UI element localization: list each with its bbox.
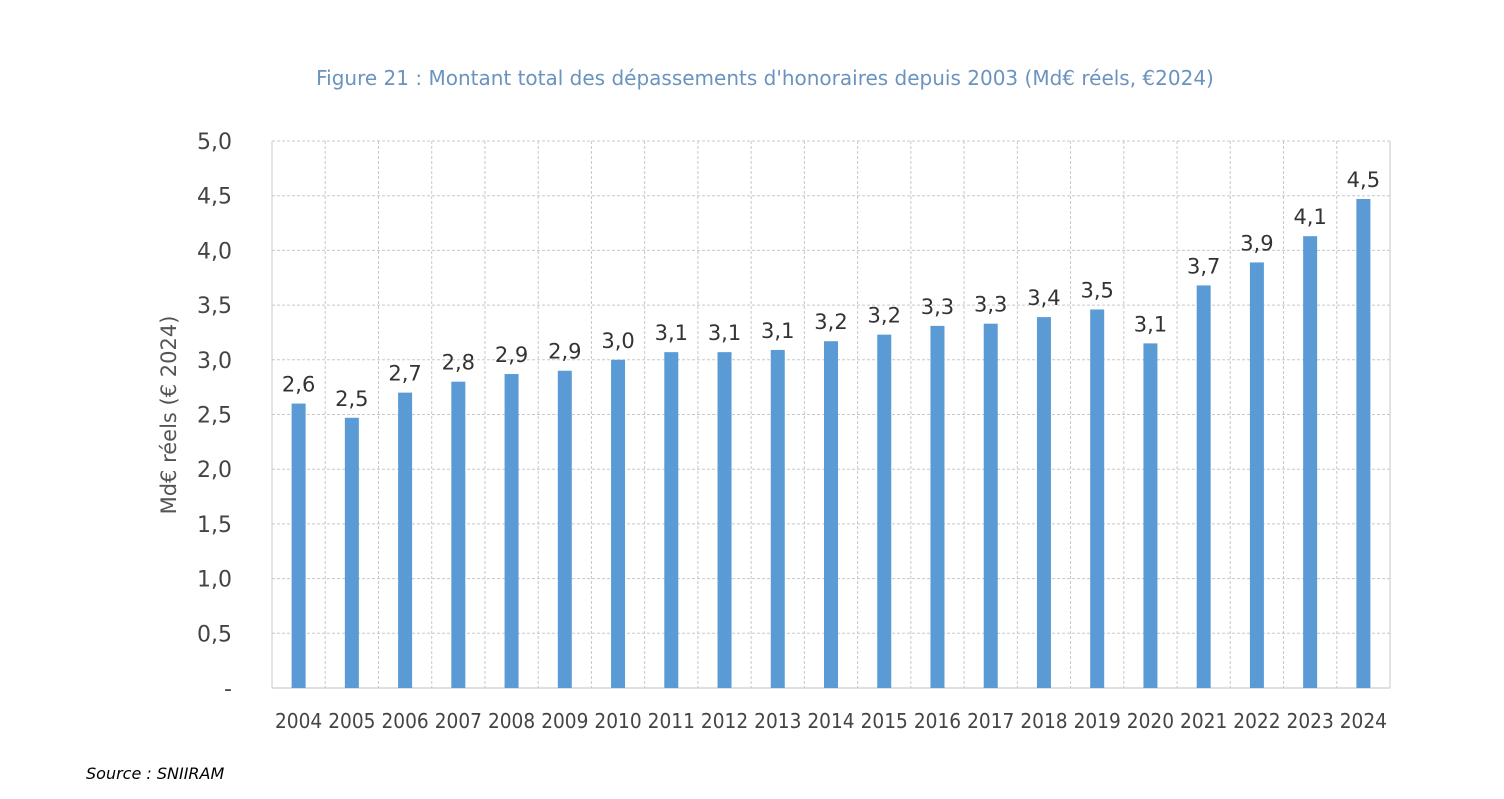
data-labels: 2,6 2,5 2,7 2,8 2,9 2,9 3,0 3,1 3,1 3,1 3,2 3,2 3,3 3… (282, 168, 1380, 411)
x-tick-label-2013: 2013 (754, 709, 801, 733)
bar-2006 (398, 392, 413, 688)
bar-2016 (930, 325, 945, 688)
bar-chart: -0,51,01,52,02,53,03,54,04,55,0 2,62,52,… (157, 130, 1391, 733)
data-label-2019: 3,5 (1080, 278, 1113, 302)
x-tick-label-2023: 2023 (1287, 709, 1334, 733)
data-label-2012: 3,1 (708, 321, 741, 345)
x-tick-label-2011: 2011 (648, 709, 695, 733)
x-tick-label-2015: 2015 (861, 709, 908, 733)
figure-title: Figure 21 : Montant total des dépassemen… (316, 66, 1214, 90)
y-tick-label: - (224, 677, 232, 702)
x-tick-label-2006: 2006 (381, 709, 428, 733)
data-label-2023: 4,1 (1293, 205, 1326, 229)
bar-2019 (1090, 309, 1105, 688)
data-label-2018: 3,4 (1027, 286, 1060, 310)
x-axis-ticks: 2004 2005 2006 2007 2008 2009 2010 2011 2012 2013… (275, 709, 1387, 733)
bar-2007 (451, 381, 466, 688)
data-label-2015: 3,2 (868, 304, 901, 328)
y-axis-label: Md€ réels (€ 2024) (157, 316, 181, 515)
x-tick-label-2004: 2004 (275, 709, 322, 733)
y-tick-label: 3,0 (197, 349, 232, 374)
x-tick-label-2022: 2022 (1233, 709, 1280, 733)
x-tick-label-2020: 2020 (1127, 709, 1174, 733)
bar-2011 (664, 352, 679, 688)
data-label-2024: 4,5 (1347, 168, 1380, 192)
data-label-2016: 3,3 (921, 295, 954, 319)
bar-2020 (1143, 343, 1158, 688)
x-tick-label-2012: 2012 (701, 709, 748, 733)
data-label-2021: 3,7 (1187, 254, 1220, 278)
data-label-2006: 2,7 (388, 362, 421, 386)
data-label-2014: 3,2 (814, 310, 847, 334)
x-tick-label-2007: 2007 (435, 709, 482, 733)
y-tick-label: 1,0 (197, 568, 232, 593)
y-tick-label: 1,5 (197, 513, 232, 538)
x-tick-label-2021: 2021 (1180, 709, 1227, 733)
bar-2023 (1303, 236, 1318, 689)
data-label-2011: 3,1 (655, 321, 688, 345)
bar-2022 (1249, 262, 1264, 688)
data-label-2022: 3,9 (1240, 231, 1273, 255)
bar-2008 (504, 374, 519, 688)
bar-2017 (983, 323, 998, 688)
y-tick-label: 3,5 (197, 294, 232, 319)
data-label-2007: 2,8 (442, 351, 475, 375)
bar-2014 (824, 341, 838, 688)
x-tick-label-2016: 2016 (914, 709, 961, 733)
x-tick-label-2019: 2019 (1074, 709, 1121, 733)
y-tick-label: 2,5 (197, 404, 232, 429)
y-tick-label: 2,0 (197, 458, 232, 483)
y-axis-ticks: - 0,5 1,0 1,5 2,0 2,5 3,0 3,5 4,0 4,5 5,0 (197, 130, 232, 702)
bar-2005 (344, 417, 359, 688)
x-tick-label-2010: 2010 (594, 709, 641, 733)
data-label-2020: 3,1 (1134, 312, 1167, 336)
bar-2015 (877, 334, 892, 688)
data-label-2004: 2,6 (282, 373, 315, 397)
x-tick-label-2005: 2005 (328, 709, 375, 733)
bar-2012 (717, 352, 732, 688)
x-tick-label-2018: 2018 (1020, 709, 1067, 733)
source-note: Source : SNIIRAM (86, 764, 225, 783)
x-tick-label-2017: 2017 (967, 709, 1014, 733)
data-label-2017: 3,3 (974, 293, 1007, 317)
x-tick-label-2008: 2008 (488, 709, 535, 733)
y-tick-label: 4,5 (197, 185, 232, 210)
y-tick-label: 5,0 (197, 130, 232, 155)
y-tick-label: 0,5 (197, 622, 232, 647)
bar-2021 (1196, 285, 1211, 688)
bar-2004 (291, 403, 306, 688)
bar-2018 (1036, 317, 1051, 688)
x-tick-label-2014: 2014 (807, 709, 854, 733)
data-label-2008: 2,9 (495, 343, 528, 367)
data-label-2005: 2,5 (335, 387, 368, 411)
data-label-2010: 3,0 (601, 329, 634, 353)
x-tick-label-2024: 2024 (1340, 709, 1387, 733)
bar-2009 (557, 370, 572, 688)
bar-2010 (611, 359, 626, 688)
x-tick-label-2009: 2009 (541, 709, 588, 733)
bar-2024 (1356, 198, 1371, 688)
y-tick-label: 4,0 (197, 239, 232, 264)
bar-2013 (770, 349, 785, 688)
data-label-2009: 2,9 (548, 340, 581, 364)
bars (291, 198, 1371, 689)
data-label-2013: 3,1 (761, 319, 794, 343)
